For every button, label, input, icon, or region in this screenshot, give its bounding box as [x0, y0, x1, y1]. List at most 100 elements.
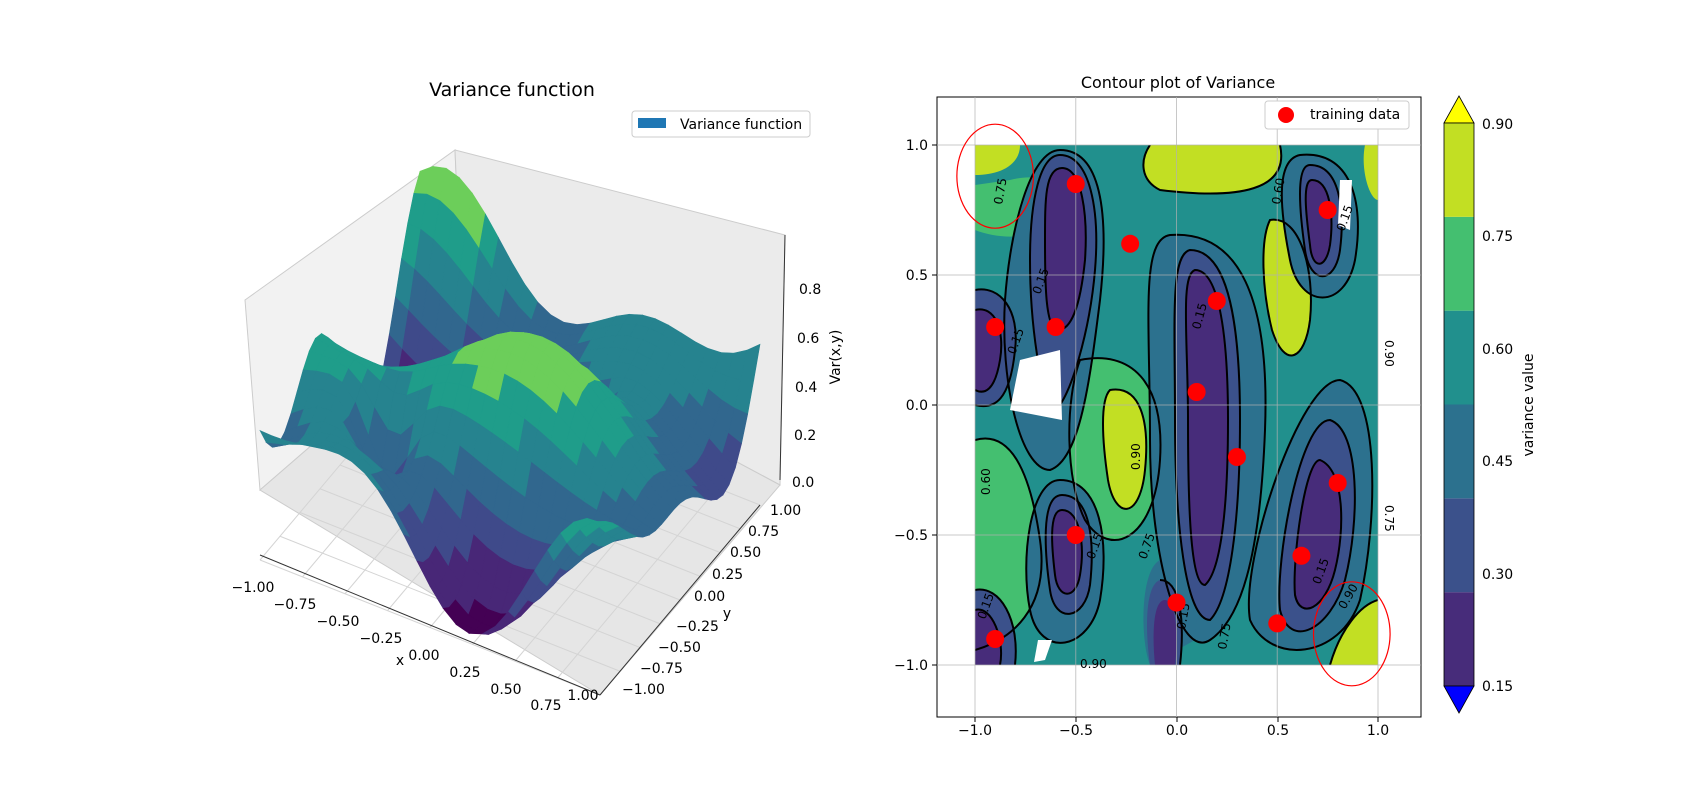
- y-tick: 0.00: [694, 589, 725, 605]
- x-axis-label: x: [396, 653, 404, 669]
- colorbar-band: [1444, 592, 1474, 686]
- contour-line: [1304, 178, 1333, 265]
- contour-line: [1278, 418, 1356, 633]
- highlight-regions: [956, 123, 1391, 687]
- y-tick: 1.00: [770, 503, 801, 519]
- colorbar-under-extend: [1443, 685, 1475, 714]
- y-tick: −0.25: [676, 619, 719, 635]
- z-axis-line: [779, 234, 786, 481]
- contour-y-tick: −0.5: [894, 528, 928, 544]
- contour-line: [1262, 218, 1312, 357]
- contour-band-0.15: [1185, 270, 1228, 585]
- training-point: [1207, 292, 1226, 310]
- contour-label: 0.90: [1382, 340, 1396, 367]
- x-tick: −0.75: [274, 597, 317, 613]
- legend-label: training data: [1310, 107, 1400, 123]
- contour-grid: [937, 97, 1421, 717]
- contour-line: [1003, 148, 1105, 472]
- contour-x-tick: 0.0: [1166, 723, 1188, 739]
- colorbar-ticks: 0.15 0.30 0.45 0.60 0.75 0.90: [1482, 117, 1513, 695]
- x-tick: −1.00: [232, 580, 275, 596]
- contour-x-tick: −0.5: [1059, 723, 1093, 739]
- contour-band-0.15: [1305, 180, 1332, 264]
- contour-line: [1147, 233, 1267, 644]
- surface-patch: [586, 518, 607, 523]
- legend-marker: [1278, 107, 1294, 123]
- surface-plot: Variance function −1.00 −0.75 −0.50 −0.2…: [232, 79, 844, 714]
- colorbar-band: [1444, 310, 1474, 405]
- training-points: [986, 175, 1347, 648]
- training-point: [1268, 614, 1287, 633]
- contour-line: [1068, 357, 1162, 541]
- colorbar-band: [1444, 498, 1474, 593]
- legend-frame: [1264, 100, 1410, 130]
- masked-region: [1010, 350, 1062, 420]
- y-tick: 0.25: [712, 567, 743, 583]
- contour-legend: training data: [1264, 100, 1410, 130]
- contour-x-tick: 1.0: [1367, 723, 1389, 739]
- contour-line: [1173, 248, 1242, 622]
- surface-title: Variance function: [429, 79, 595, 101]
- legend-frame: [631, 110, 811, 138]
- contour-line: [1184, 268, 1230, 587]
- training-point: [986, 318, 1005, 336]
- contour-band-0.90: [1103, 389, 1147, 509]
- colorbar-tick: 0.60: [1482, 342, 1513, 358]
- training-point: [986, 630, 1005, 648]
- training-point: [1066, 526, 1085, 544]
- x-tick: 0.00: [408, 648, 439, 664]
- contour-y-tick: −1.0: [894, 658, 928, 674]
- training-point: [1066, 175, 1085, 193]
- contour-plot: Contour plot of Variance: [894, 73, 1422, 739]
- colorbar-tick: 0.75: [1482, 229, 1513, 245]
- contour-tick-marks: [932, 144, 1379, 722]
- floor-grid-line: [557, 487, 718, 679]
- contour-band-0.90: [1143, 145, 1282, 194]
- contour-label: 0.60: [979, 468, 993, 495]
- x-axis-line: [259, 554, 601, 696]
- x-tick: 0.25: [449, 665, 480, 681]
- x-tick: 1.00: [567, 688, 598, 704]
- x-tick: 0.75: [530, 698, 561, 714]
- legend-swatch: [638, 118, 666, 128]
- x-tick: 0.50: [490, 682, 521, 698]
- colorbar: 0.15 0.30 0.45 0.60 0.75 0.90 variance v…: [1443, 95, 1537, 714]
- contour-label: 0.75: [1382, 505, 1396, 532]
- z-tick: 0.8: [799, 282, 821, 298]
- surface-x-ticks: −1.00 −0.75 −0.50 −0.25 0.00 0.25 0.50 0…: [232, 580, 599, 714]
- surface-y-ticks: −1.00 −0.75 −0.50 −0.25 0.00 0.25 0.50 0…: [622, 503, 801, 698]
- z-tick: 0.4: [795, 380, 817, 396]
- surface-mesh: [259, 165, 761, 635]
- x-tick: −0.25: [360, 631, 403, 647]
- legend-label: Variance function: [680, 117, 802, 133]
- surface-legend: Variance function: [631, 110, 811, 138]
- training-point: [1292, 546, 1311, 565]
- colorbar-tick: 0.30: [1482, 567, 1513, 583]
- training-point: [1121, 234, 1140, 253]
- colorbar-band: [1444, 123, 1474, 217]
- contour-line: [1025, 478, 1105, 644]
- contour-band-0.90: [975, 145, 1020, 175]
- z-tick: 0.2: [794, 428, 816, 444]
- contour-line: [975, 308, 1003, 393]
- y-axis-line: [599, 504, 761, 696]
- contour-label: 0.90: [1080, 657, 1107, 671]
- training-point: [1318, 201, 1337, 219]
- training-point: [1187, 383, 1206, 401]
- contour-label: 0.15: [1189, 301, 1209, 330]
- y-axis-label: y: [723, 606, 731, 622]
- contour-band-0.90: [1330, 600, 1378, 665]
- contour-level-labels: 0.15 0.15 0.15 0.15 0.15 0.15 0.15 0.15 …: [975, 177, 1396, 671]
- y-tick: 0.50: [730, 545, 761, 561]
- training-point: [1167, 593, 1186, 612]
- contour-label: 0.90: [1129, 443, 1143, 470]
- surface-z-ticks: 0.0 0.2 0.4 0.6 0.8: [792, 282, 821, 491]
- contour-line: [1329, 599, 1378, 665]
- contour-title: Contour plot of Variance: [1081, 73, 1275, 92]
- contour-y-tick: 0.5: [906, 268, 928, 284]
- contour-line: [1102, 388, 1148, 510]
- contour-line: [975, 437, 1043, 651]
- contour-band-0.15: [1153, 600, 1177, 665]
- y-tick: 0.75: [748, 524, 779, 540]
- contour-label: 0.75: [991, 177, 1009, 206]
